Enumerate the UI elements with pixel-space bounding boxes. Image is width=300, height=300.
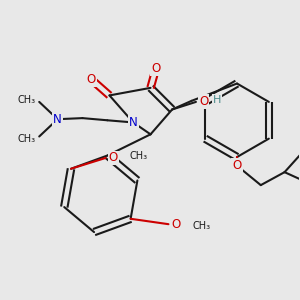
Text: O: O	[151, 62, 160, 75]
Text: N: N	[53, 113, 62, 126]
Text: O: O	[109, 152, 118, 164]
Text: O: O	[86, 73, 96, 86]
Text: CH₃: CH₃	[192, 221, 210, 231]
Text: CH₃: CH₃	[18, 134, 36, 144]
Text: CH₃: CH₃	[18, 95, 36, 105]
Text: O: O	[199, 95, 208, 108]
Text: CH₃: CH₃	[129, 151, 148, 161]
Text: N: N	[129, 116, 138, 129]
Text: O: O	[172, 218, 181, 231]
Text: H: H	[213, 95, 222, 105]
Text: O: O	[232, 159, 242, 172]
